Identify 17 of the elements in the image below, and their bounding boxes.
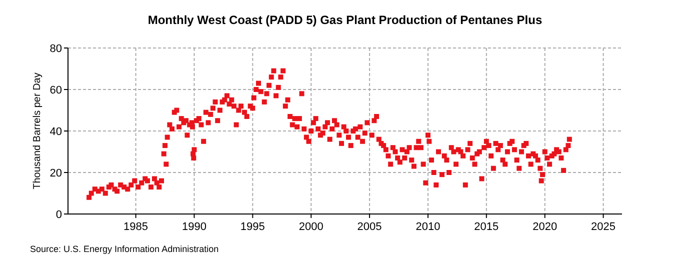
x-tick-label: 2025	[591, 221, 616, 233]
y-tick-label: 60	[50, 84, 62, 96]
x-tick-label: 1995	[240, 221, 265, 233]
x-tick-label: 2015	[474, 221, 499, 233]
x-tick-label: 1985	[124, 221, 148, 233]
chart-title: Monthly West Coast (PADD 5) Gas Plant Production of Pentanes Plus	[148, 13, 542, 27]
y-tick-label: 20	[50, 168, 62, 180]
x-tick-label: 1990	[182, 221, 206, 233]
y-tick-label: 0	[56, 209, 62, 221]
x-tick-label: 2020	[532, 221, 558, 233]
x-tick-label: 2010	[416, 221, 440, 233]
source-note: Source: U.S. Energy Information Administration	[30, 244, 219, 254]
y-tick-label: 80	[50, 43, 62, 55]
y-tick-label: 40	[50, 126, 62, 138]
y-axis-title: Thousand Barrels per Day	[32, 72, 43, 190]
x-tick-label: 2005	[357, 221, 382, 233]
x-tick-label: 2000	[298, 221, 324, 233]
